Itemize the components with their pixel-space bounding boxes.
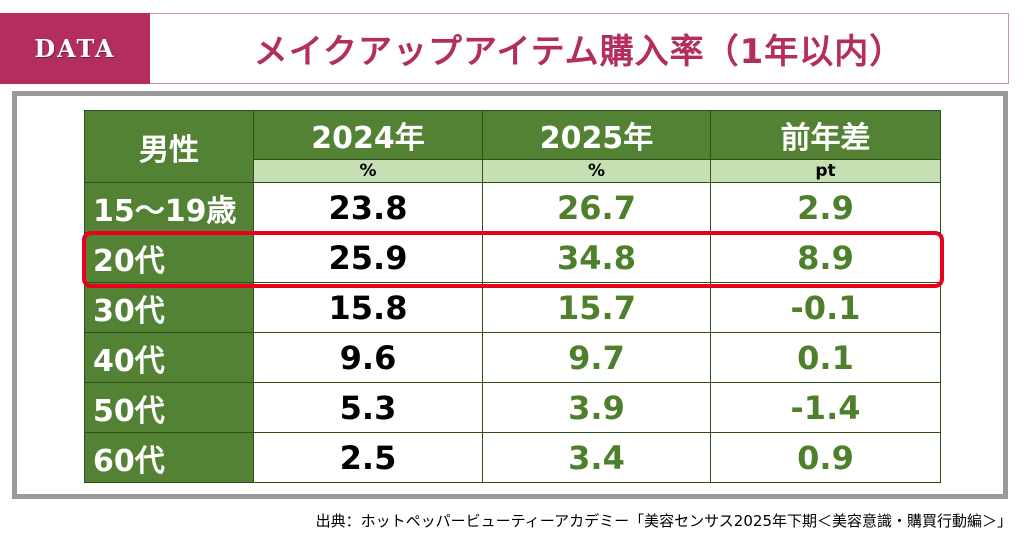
column-header: 前年差: [710, 110, 941, 160]
row-label: 50代: [84, 382, 254, 433]
row-label: 60代: [84, 432, 254, 483]
table-row: 50代 5.3 3.9 -1.4: [84, 382, 941, 433]
page-title: メイクアップアイテム購入率（1年以内）: [253, 32, 905, 72]
value-2024: 25.9: [253, 232, 483, 283]
value-2025: 3.9: [482, 382, 711, 433]
value-diff: 0.9: [710, 432, 941, 483]
data-tag-label: DATA: [34, 34, 116, 63]
value-2024: 15.8: [253, 282, 483, 333]
value-diff: 8.9: [710, 232, 941, 283]
row-label: 30代: [84, 282, 254, 333]
value-2025: 3.4: [482, 432, 711, 483]
value-2024: 2.5: [253, 432, 483, 483]
data-table: 男性 2024年 2025年 前年差 % % pt 15～19歳 23.8 26.7…: [84, 110, 941, 483]
value-2024: 23.8: [253, 182, 483, 233]
unit-cell: %: [482, 159, 711, 183]
value-diff: 2.9: [710, 182, 941, 233]
row-label: 40代: [84, 332, 254, 383]
unit-cell: pt: [710, 159, 941, 183]
corner-header: 男性: [84, 110, 254, 183]
table-row: 30代 15.8 15.7 -0.1: [84, 282, 941, 333]
row-label: 15～19歳: [84, 182, 254, 233]
title-banner: メイクアップアイテム購入率（1年以内）: [150, 13, 1009, 84]
value-diff: -0.1: [710, 282, 941, 333]
value-2024: 5.3: [253, 382, 483, 433]
column-header: 2024年: [253, 110, 483, 160]
data-tag: DATA: [0, 13, 150, 84]
value-2025: 15.7: [482, 282, 711, 333]
unit-cell: %: [253, 159, 483, 183]
source-note: 出典：ホットペッパービューティーアカデミー「美容センサス2025年下期＜美容意識…: [315, 512, 1012, 530]
value-2025: 26.7: [482, 182, 711, 233]
column-header: 2025年: [482, 110, 711, 160]
value-2025: 9.7: [482, 332, 711, 383]
value-diff: 0.1: [710, 332, 941, 383]
table-row: 15～19歳 23.8 26.7 2.9: [84, 182, 941, 233]
row-label: 20代: [84, 232, 254, 283]
table-row: 20代 25.9 34.8 8.9: [84, 232, 941, 283]
value-2025: 34.8: [482, 232, 711, 283]
table-row: 60代 2.5 3.4 0.9: [84, 432, 941, 483]
table-row: 40代 9.6 9.7 0.1: [84, 332, 941, 383]
value-2024: 9.6: [253, 332, 483, 383]
value-diff: -1.4: [710, 382, 941, 433]
